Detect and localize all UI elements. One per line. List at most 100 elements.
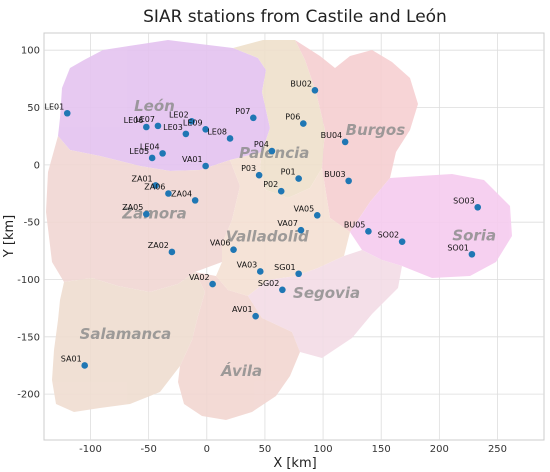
station-marker: [226, 135, 234, 142]
station-marker: [311, 87, 319, 94]
station-label: P02: [263, 180, 278, 189]
station-marker: [230, 246, 237, 253]
province-label: Valladolid: [226, 228, 309, 246]
province-area-valladolid: [216, 152, 350, 296]
province-area-avila: [178, 272, 300, 420]
province-area-zamora: [46, 136, 240, 292]
station-marker: [148, 154, 156, 162]
station-marker: [295, 175, 302, 182]
station-label: VA06: [210, 239, 231, 248]
station-marker: [341, 138, 349, 146]
station-marker: [154, 122, 162, 130]
x-tick-label: 50: [259, 444, 272, 455]
station-label: BU02: [290, 79, 312, 88]
station-marker: [63, 109, 71, 117]
x-tick-label: -50: [140, 444, 156, 455]
station-marker: [300, 120, 307, 127]
station-label: P07: [235, 107, 250, 116]
province-regions: [46, 40, 512, 420]
station-label: ZA01: [131, 174, 152, 183]
station-marker: [277, 187, 285, 195]
station-label: LE07: [135, 115, 155, 124]
station-label: P04: [254, 140, 269, 149]
station-marker: [202, 126, 209, 133]
station-label: VA05: [294, 204, 315, 213]
station-marker: [168, 248, 176, 256]
station-label: P01: [281, 168, 296, 177]
station-label: SA01: [61, 354, 82, 363]
station-label: ZA05: [122, 203, 143, 212]
station-label: AV01: [232, 305, 253, 314]
y-tick-label: 50: [27, 103, 40, 114]
station-marker: [345, 177, 352, 185]
station-label: LE05: [129, 147, 149, 156]
station-marker: [295, 270, 302, 278]
province-area-palencia: [233, 40, 325, 198]
y-tick-label: -100: [17, 275, 40, 286]
axis-ticks: -100 -50 0 50 100 150 200 250 -200 -150 -100 -50 0 50…: [17, 46, 507, 455]
station-marker: [159, 150, 166, 157]
station-label: LE09: [183, 118, 203, 127]
station-marker: [255, 171, 263, 179]
station-marker: [152, 182, 159, 189]
y-tick-label: -50: [24, 218, 40, 229]
station-marker: [143, 123, 150, 131]
province-area-salamanca: [52, 272, 205, 412]
x-axis-label: X [km]: [273, 456, 316, 471]
station-marker: [202, 162, 209, 170]
station-label: LE02: [169, 110, 189, 119]
province-area-segovia: [248, 250, 402, 358]
station-label: P06: [285, 113, 300, 122]
province-label: León: [134, 97, 175, 115]
station-label: ZA04: [171, 189, 192, 198]
station-label: LE08: [207, 127, 227, 136]
station-marker: [474, 203, 482, 211]
station-label: SO02: [378, 231, 400, 240]
y-tick-label: 0: [34, 160, 40, 171]
province-label: Soria: [452, 227, 496, 245]
x-tick-label: -100: [79, 444, 102, 455]
y-axis-label: Y [km]: [2, 215, 17, 258]
x-tick-label: 100: [314, 444, 333, 455]
station-marker: [81, 362, 88, 369]
station-marker: [398, 238, 406, 245]
x-tick-label: 0: [204, 444, 210, 455]
station-label: BU04: [321, 131, 343, 140]
y-tick-label: 100: [21, 46, 40, 57]
station-marker: [188, 117, 195, 125]
x-tick-label: 250: [488, 444, 507, 455]
station-label: LE06: [124, 116, 144, 125]
station-label: ZA02: [148, 241, 169, 250]
chart-title: SIAR stations from Castile and León: [143, 7, 447, 27]
station-marker: [268, 147, 276, 155]
province-area-burgos: [295, 40, 418, 232]
x-tick-label: 200: [430, 444, 449, 455]
station-label: VA07: [277, 219, 298, 228]
station-label: VA01: [182, 155, 203, 164]
station-marker: [209, 280, 216, 288]
province-label: Segovia: [293, 284, 360, 302]
y-tick-label: -150: [17, 332, 40, 343]
x-tick-label: 150: [372, 444, 391, 455]
province-label: Ávila: [220, 361, 262, 380]
station-label: P03: [241, 164, 256, 173]
province-label: Salamanca: [80, 325, 172, 343]
station-marker: [365, 228, 372, 235]
station-marker: [297, 226, 305, 234]
station-label: LE04: [140, 142, 160, 151]
province-label: Burgos: [346, 121, 406, 139]
station-label: VA03: [237, 260, 258, 269]
station-label: SO01: [447, 243, 469, 252]
station-label: ZA06: [144, 183, 165, 192]
station-marker: [468, 250, 476, 258]
station-marker: [279, 286, 286, 294]
station-label: SG02: [258, 279, 279, 288]
station-marker: [143, 210, 150, 218]
station-marker: [252, 312, 259, 320]
station-label: LE01: [45, 102, 65, 111]
station-label: SO03: [453, 196, 475, 205]
province-area-leon: [58, 40, 270, 171]
station-marker: [250, 114, 257, 122]
